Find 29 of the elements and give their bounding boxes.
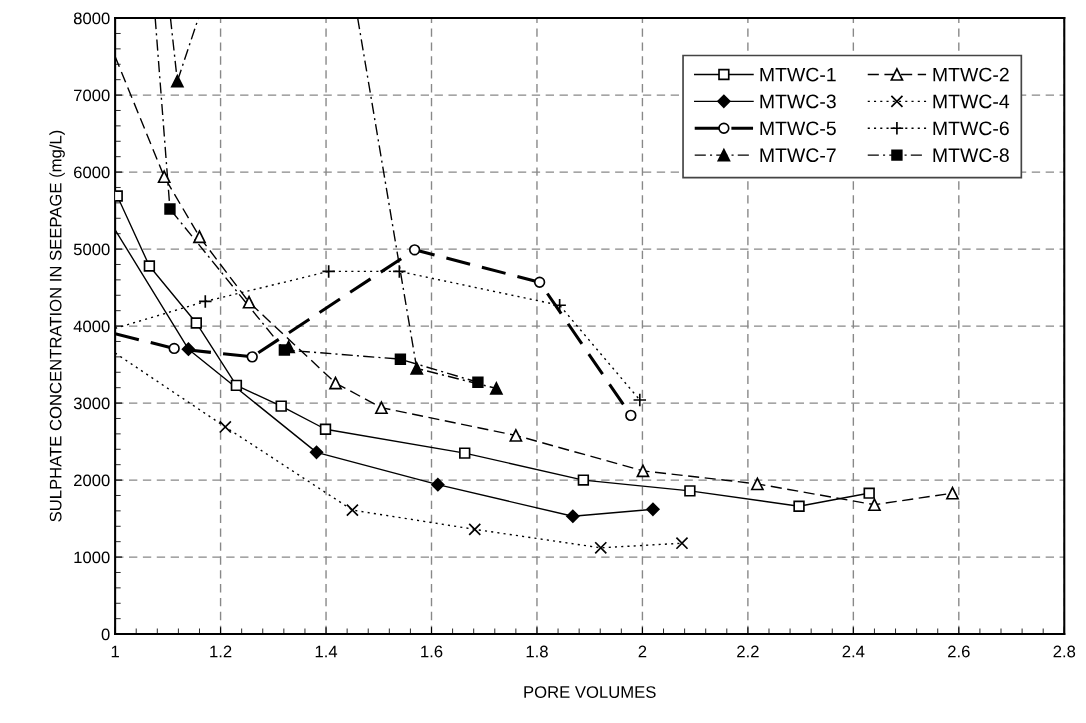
legend-label: MTWC-6 <box>933 121 1009 136</box>
x-tick-label: 2.2 <box>737 645 759 658</box>
y-tick-label: 1000 <box>74 551 110 564</box>
x-tick-label: 1 <box>111 645 119 658</box>
x-tick-label: 2 <box>638 645 647 658</box>
x-tick-label: 2.6 <box>948 645 970 658</box>
x-axis-title: PORE VOLUMES <box>524 686 656 698</box>
y-axis-title: SULPHATE CONCENTRATION IN SEEPAGE (mg/L) <box>49 130 65 522</box>
x-tick-label: 1.2 <box>210 645 232 658</box>
y-tick-label: 6000 <box>74 166 110 179</box>
x-tick-label: 1.4 <box>315 645 338 658</box>
x-tick-label: 2.4 <box>842 645 865 658</box>
x-tick-label: 2.8 <box>1053 645 1076 658</box>
legend-label: MTWC-7 <box>760 148 836 163</box>
legend-label: MTWC-4 <box>933 94 1010 109</box>
x-tick-label: 1.6 <box>421 645 443 658</box>
y-tick-label: 7000 <box>74 89 110 102</box>
legend-label: MTWC-5 <box>760 121 836 136</box>
x-tick-label: 1.8 <box>526 645 548 658</box>
y-tick-label: 4000 <box>73 320 110 333</box>
legend-label: MTWC-3 <box>760 94 836 109</box>
y-tick-label: 0 <box>101 628 110 641</box>
legend-label: MTWC-2 <box>933 67 1009 82</box>
y-tick-label: 3000 <box>73 397 110 410</box>
y-tick-label: 8000 <box>73 12 110 25</box>
y-tick-label: 2000 <box>74 474 110 487</box>
legend-label: MTWC-8 <box>933 148 1009 163</box>
legend-label: MTWC-1 <box>760 67 836 82</box>
y-tick-label: 5000 <box>73 243 110 256</box>
